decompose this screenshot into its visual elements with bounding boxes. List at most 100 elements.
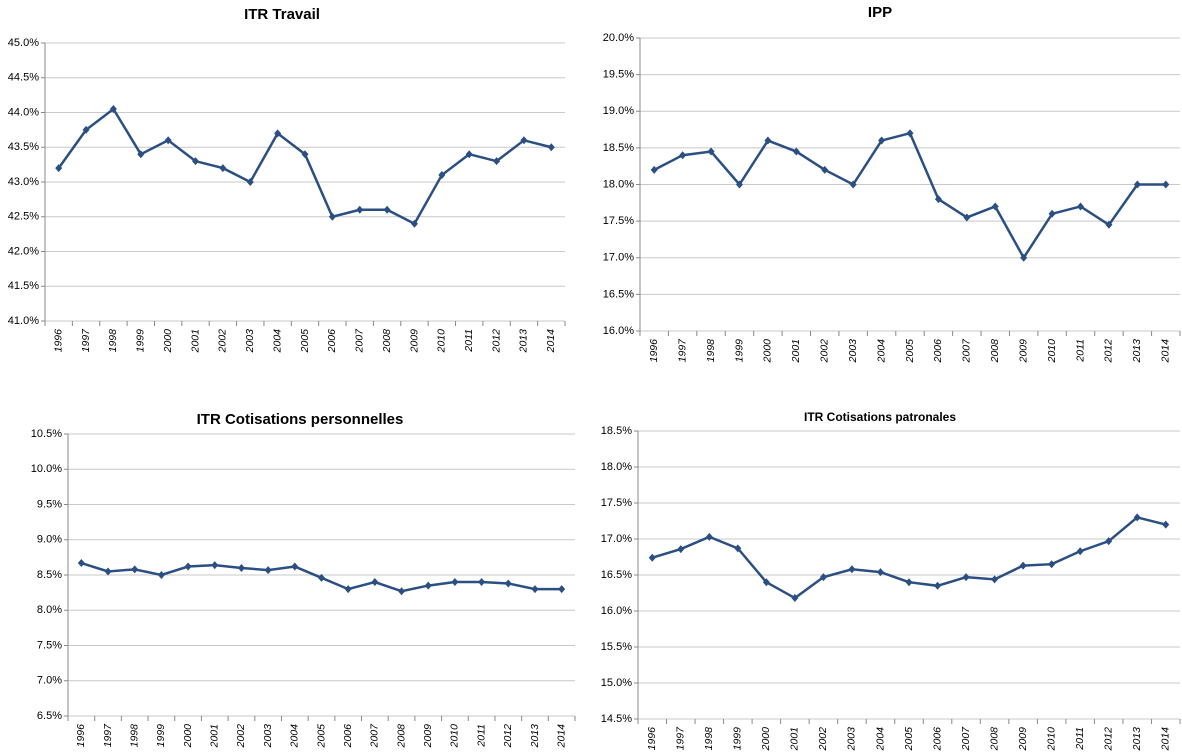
y-tick-label: 41.5%: [8, 280, 39, 292]
data-point: [531, 585, 539, 594]
data-point: [451, 578, 459, 587]
x-tick-label: 2009: [408, 329, 420, 354]
y-tick-label: 19.0%: [603, 105, 634, 117]
x-tick-label: 2004: [874, 727, 886, 752]
y-tick-label: 17.0%: [603, 252, 634, 264]
y-tick-label: 9.5%: [37, 498, 62, 510]
x-tick-label: 2007: [961, 338, 973, 364]
data-line: [653, 131, 1166, 261]
data-point: [356, 205, 364, 214]
data-point: [934, 195, 942, 204]
x-tick-label: 1998: [705, 339, 717, 363]
x-tick-label: 2006: [932, 339, 944, 364]
x-tick-label: 2006: [342, 724, 354, 749]
data-point: [478, 578, 486, 587]
x-tick-label: 1997: [80, 328, 92, 353]
x-tick-label: 2010: [1045, 727, 1057, 752]
data-point: [55, 164, 63, 173]
data-point: [1133, 513, 1141, 522]
y-tick-label: 43.5%: [8, 141, 39, 153]
x-tick-label: 2013: [1131, 727, 1143, 752]
y-tick-label: 16.0%: [601, 605, 632, 617]
x-tick-label: 2011: [475, 724, 487, 748]
y-tick-label: 44.0%: [8, 106, 39, 118]
x-tick-label: 2003: [262, 724, 274, 749]
data-point: [963, 213, 971, 222]
y-tick-label: 15.5%: [601, 641, 632, 653]
x-tick-label: 2000: [760, 727, 772, 752]
data-point: [109, 105, 117, 114]
data-point: [878, 136, 886, 145]
x-tick-label: 2004: [289, 724, 301, 749]
data-point: [1105, 220, 1113, 229]
x-tick-label: 2008: [988, 727, 1000, 752]
data-point: [791, 594, 799, 603]
x-tick-label: 2006: [326, 329, 338, 354]
y-tick-label: 17.5%: [601, 497, 632, 509]
data-point: [104, 567, 112, 576]
data-point: [991, 202, 999, 211]
data-point: [291, 562, 299, 571]
x-tick-label: 1999: [733, 339, 745, 363]
data-point: [383, 205, 391, 214]
x-tick-label: 2008: [395, 724, 407, 749]
chart-title: ITR Cotisations personnelles: [197, 411, 404, 428]
data-point: [707, 147, 715, 156]
y-tick-label: 45.0%: [8, 37, 39, 49]
x-tick-label: 2002: [217, 329, 229, 354]
x-tick-label: 1997: [102, 723, 114, 748]
y-tick-label: 42.0%: [8, 245, 39, 257]
y-tick-label: 18.5%: [601, 425, 632, 437]
y-tick-label: 16.5%: [603, 288, 634, 300]
y-tick-label: 17.0%: [601, 533, 632, 545]
x-tick-label: 2005: [904, 339, 916, 364]
data-point: [764, 136, 772, 145]
x-tick-label: 2002: [235, 724, 247, 749]
x-tick-label: 2013: [518, 329, 530, 354]
x-tick-label: 2009: [1017, 339, 1029, 364]
data-point: [679, 151, 687, 160]
x-tick-label: 2009: [422, 724, 434, 749]
x-tick-label: 2001: [790, 339, 802, 363]
x-tick-label: 2014: [1160, 727, 1172, 752]
data-point: [137, 150, 145, 159]
data-point: [264, 566, 272, 575]
data-point: [735, 180, 743, 189]
y-tick-label: 19.5%: [603, 69, 634, 81]
data-point: [1162, 520, 1170, 529]
y-tick-label: 18.0%: [601, 461, 632, 473]
data-point: [328, 212, 336, 221]
y-tick-label: 16.0%: [603, 325, 634, 337]
data-point: [991, 575, 999, 584]
data-point: [371, 578, 379, 587]
data-point: [558, 585, 566, 594]
y-tick-label: 16.5%: [601, 569, 632, 581]
x-tick-label: 2014: [555, 724, 567, 749]
x-tick-label: 2012: [490, 329, 502, 354]
x-tick-label: 2011: [1074, 339, 1086, 363]
data-point: [547, 143, 555, 152]
data-point: [819, 573, 827, 582]
x-tick-label: 2005: [315, 724, 327, 749]
x-tick-label: 2001: [789, 727, 801, 751]
x-tick-label: 2012: [1102, 727, 1114, 752]
data-point: [1105, 537, 1113, 546]
data-point: [504, 579, 512, 588]
y-tick-label: 10.0%: [31, 463, 62, 475]
x-tick-label: 2010: [449, 724, 461, 749]
x-tick-label: 2012: [1103, 339, 1115, 364]
data-point: [1020, 253, 1028, 262]
y-tick-label: 18.5%: [603, 142, 634, 154]
data-point: [876, 568, 884, 577]
data-point: [237, 563, 245, 572]
data-point: [1162, 180, 1170, 189]
data-point: [1019, 561, 1027, 570]
x-tick-label: 2003: [847, 339, 859, 364]
x-tick-label: 1996: [52, 329, 64, 353]
data-point: [792, 147, 800, 156]
data-point: [934, 581, 942, 590]
data-point: [1077, 202, 1085, 211]
data-point: [211, 561, 219, 570]
x-tick-label: 1999: [155, 724, 167, 748]
x-tick-label: 1999: [135, 329, 147, 353]
